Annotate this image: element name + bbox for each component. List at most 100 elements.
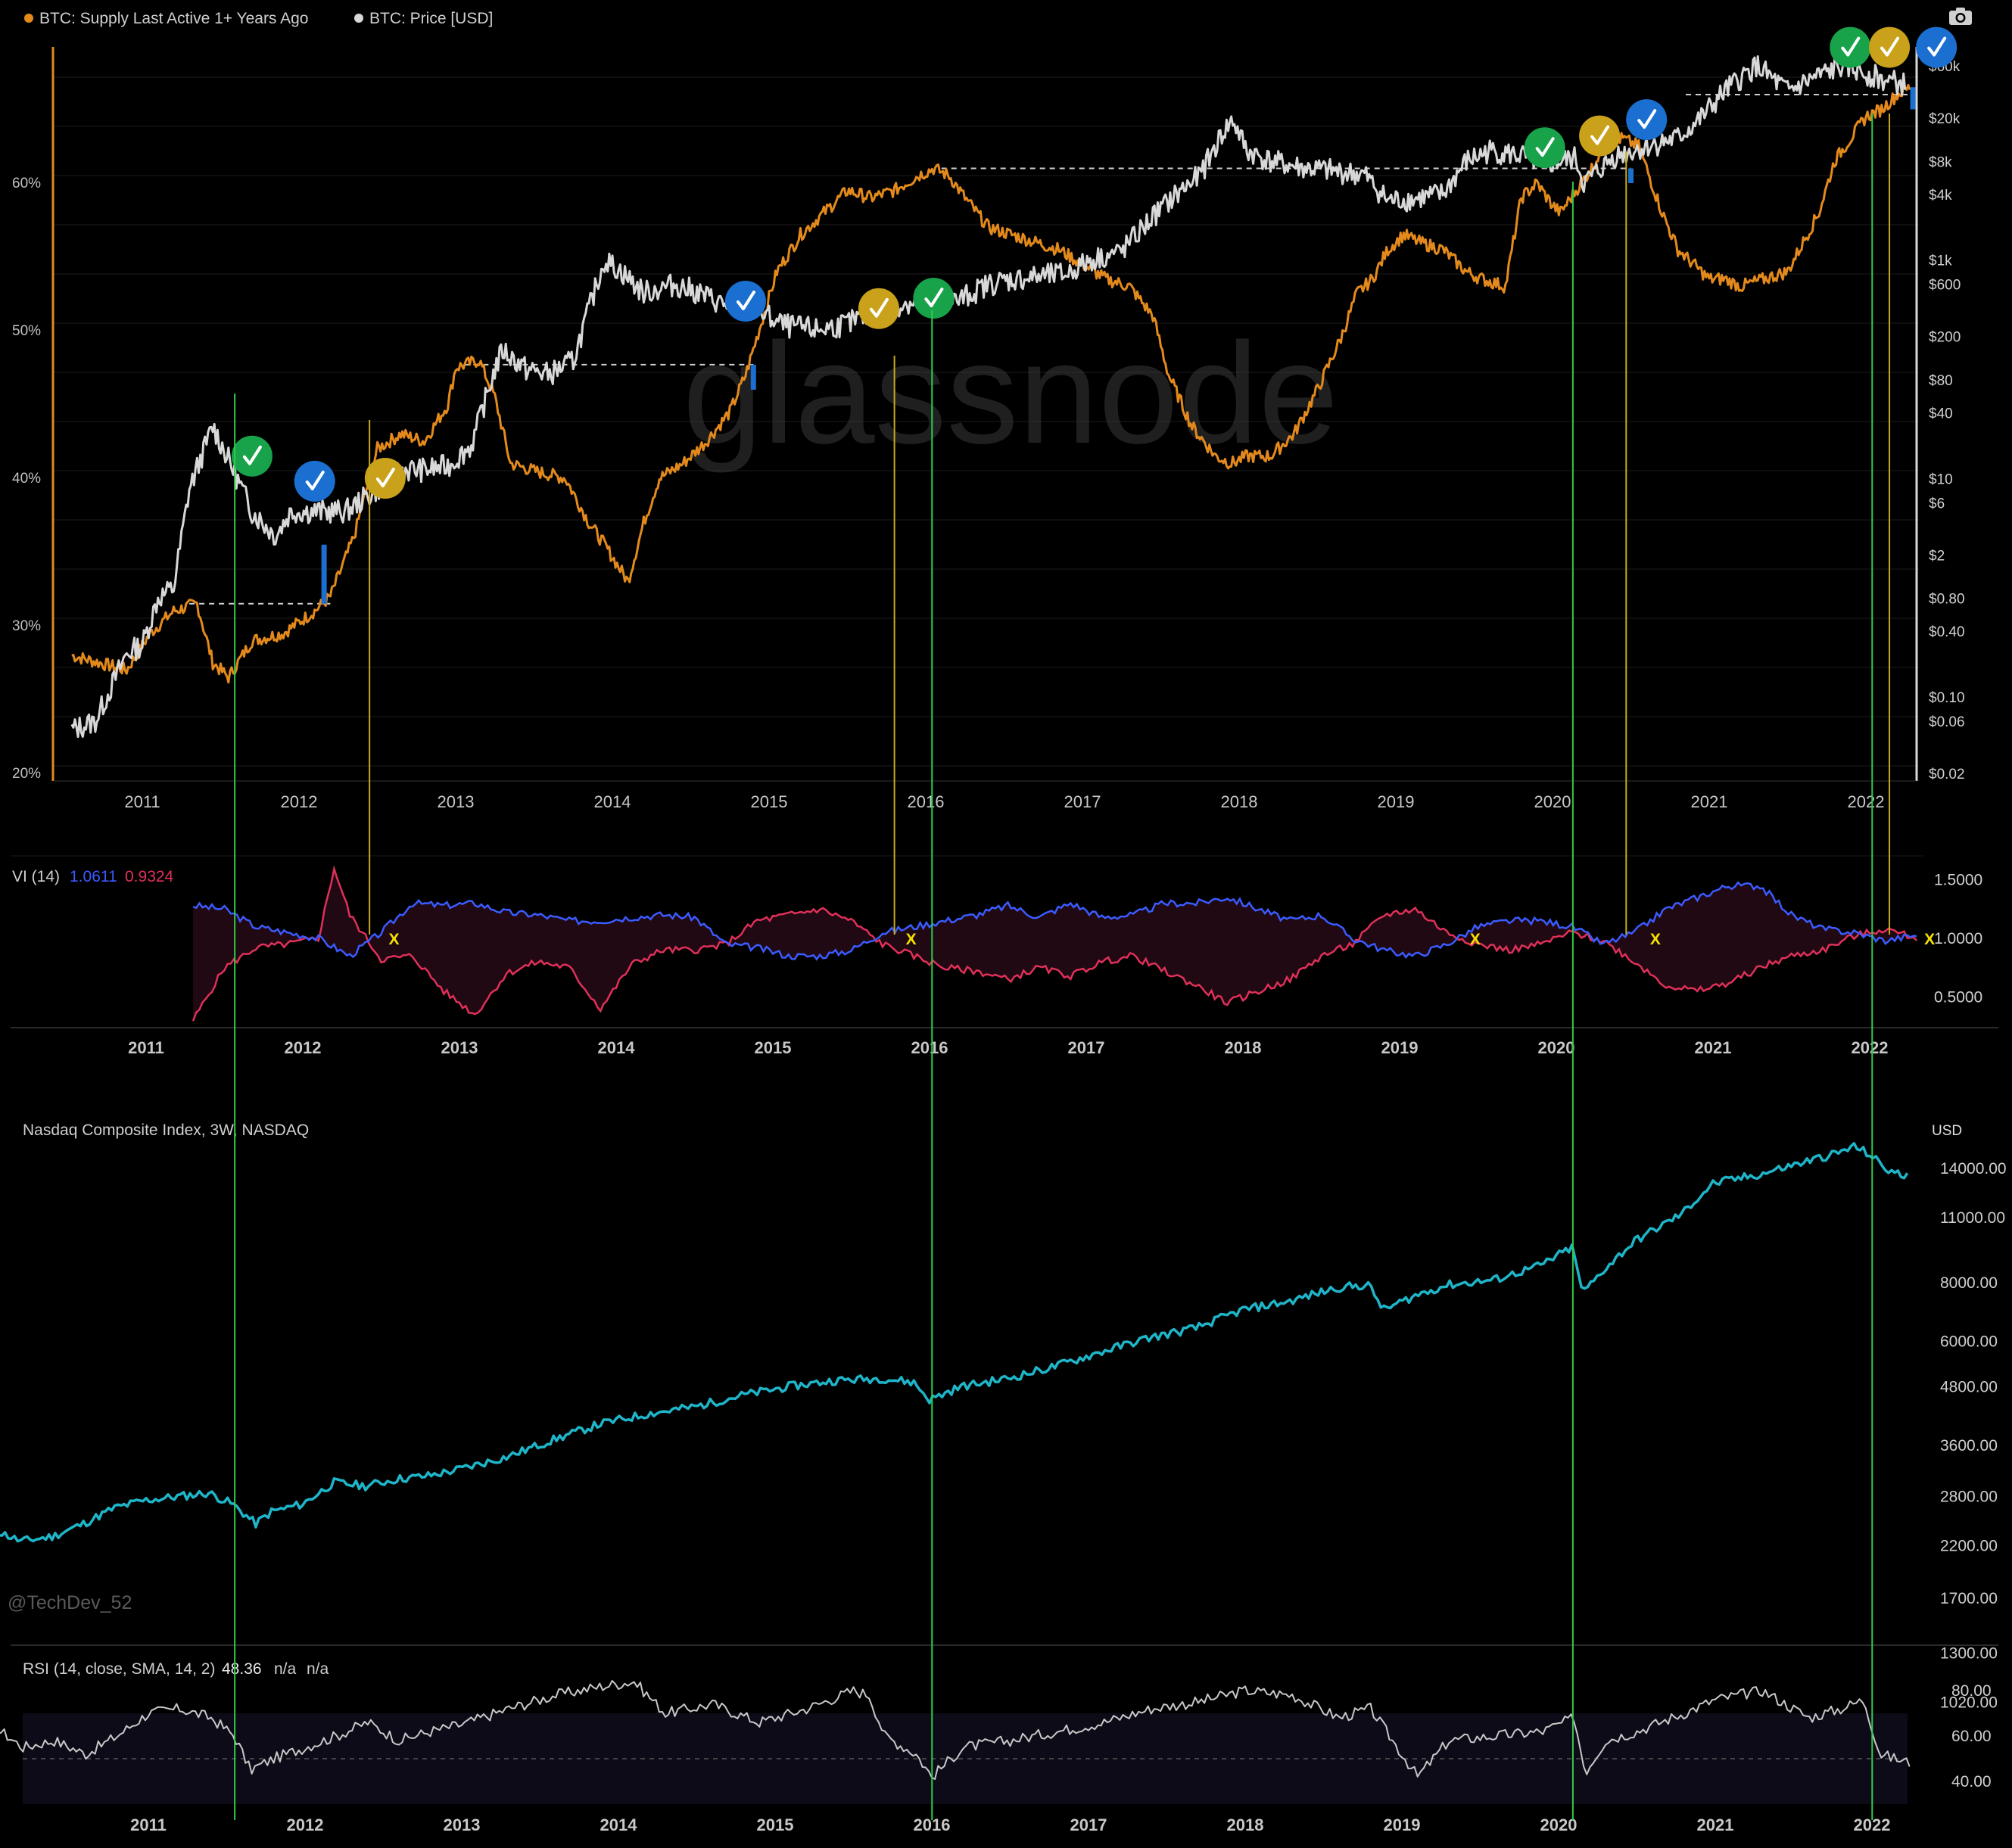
y-left-tick-label: 40% xyxy=(12,471,41,487)
y-left-tick-label: 50% xyxy=(12,323,41,339)
rsi-x-tick-label: 2021 xyxy=(1697,1815,1734,1834)
x-tick-label: 2011 xyxy=(124,792,160,811)
rsi-x-tick-label: 2011 xyxy=(130,1815,167,1834)
series-line-rsi xyxy=(0,1680,1911,1780)
check-marker-circle xyxy=(913,278,955,319)
vi-y-tick-label: 1.5000 xyxy=(1934,872,1982,889)
legend-label-supply[interactable]: BTC: Supply Last Active 1+ Years Ago xyxy=(39,10,308,27)
y-right-tick-label: $40 xyxy=(1929,406,1953,422)
check-icon xyxy=(736,291,755,310)
check-marker-circle xyxy=(1869,26,1911,68)
vi-plus-readout: 1.0611 xyxy=(70,868,117,885)
check-marker-circle xyxy=(1830,26,1871,68)
check-marker-circle xyxy=(294,460,335,502)
y-right-tick-label: $0.40 xyxy=(1929,624,1965,640)
watermark-text: glassnode xyxy=(683,313,1338,474)
check-marker-yellow xyxy=(1869,26,1911,68)
rsi-readout-na: n/a xyxy=(274,1660,297,1678)
check-marker-blue xyxy=(1626,99,1668,141)
vi-x-tick-label: 2021 xyxy=(1695,1038,1732,1057)
rsi-y-tick-label: 80.00 xyxy=(1951,1682,1992,1700)
vi-y-tick-label: 0.5000 xyxy=(1934,989,1982,1006)
check-icon xyxy=(375,468,395,487)
rsi-readout-na: n/a xyxy=(307,1660,329,1678)
series-line-nasdaq xyxy=(0,1142,1909,1543)
rsi-x-tick-label: 2018 xyxy=(1227,1815,1264,1834)
rsi-panel: RSI (14, close, SMA, 14, 2) 48.36 n/a n/a 80… xyxy=(0,1660,1992,1834)
vi-label: VI (14) xyxy=(12,868,60,885)
camera-icon[interactable] xyxy=(1948,6,1973,26)
vi-x-tick-label: 2013 xyxy=(441,1038,478,1057)
signal-vertical-lines xyxy=(234,114,1891,1820)
top-legend: BTC: Supply Last Active 1+ Years Ago BTC… xyxy=(24,10,493,27)
x-tick-label: 2020 xyxy=(1534,792,1571,811)
check-icon xyxy=(1637,109,1657,129)
credit-text: @TechDev_52 xyxy=(8,1592,132,1613)
check-marker-blue xyxy=(724,281,766,322)
vi-x-tick-label: 2015 xyxy=(755,1038,792,1057)
nasdaq-currency-label: USD xyxy=(1932,1123,1962,1139)
nasdaq-y-tick-label: 2200.00 xyxy=(1940,1538,1998,1555)
rsi-x-tick-label: 2014 xyxy=(600,1815,638,1834)
x-tick-label: 2016 xyxy=(908,792,945,811)
main-chart-grid xyxy=(53,76,1919,767)
rsi-y-tick-label: 60.00 xyxy=(1951,1728,1992,1745)
check-marker-green xyxy=(1830,26,1871,68)
rsi-x-tick-label: 2012 xyxy=(287,1815,324,1834)
check-icon xyxy=(305,470,325,490)
y-left-tick-label: 20% xyxy=(12,766,41,782)
y-right-tick-label: $0.02 xyxy=(1929,767,1965,782)
legend-dot-supply xyxy=(24,14,33,23)
vi-x-tick-label: 2012 xyxy=(285,1038,322,1057)
vi-cross-mark: X xyxy=(1924,931,1935,948)
vi-cross-mark: X xyxy=(906,931,917,948)
y-left-tick-label: 60% xyxy=(12,176,41,191)
legend-label-price[interactable]: BTC: Price [USD] xyxy=(369,10,493,27)
rsi-label: RSI (14, close, SMA, 14, 2) xyxy=(23,1660,215,1678)
vi-x-tick-label: 2014 xyxy=(598,1038,636,1057)
x-tick-label: 2019 xyxy=(1378,792,1415,811)
nasdaq-y-tick-label: 11000.00 xyxy=(1940,1209,2005,1227)
check-marker-yellow xyxy=(1579,115,1621,157)
nasdaq-y-tick-label: 14000.00 xyxy=(1940,1160,2007,1178)
check-icon xyxy=(1841,36,1861,57)
y-right-tick-label: $6 xyxy=(1929,496,1945,512)
vi-x-tick-label: 2011 xyxy=(128,1038,164,1057)
x-tick-label: 2015 xyxy=(751,792,788,811)
x-tick-label: 2014 xyxy=(594,792,631,811)
vi-x-tick-label: 2017 xyxy=(1068,1038,1105,1057)
check-marker-circle xyxy=(364,458,406,499)
y-right-tick-label: $1k xyxy=(1929,254,1952,269)
y-right-tick-label: $2 xyxy=(1929,548,1945,564)
check-marker-circle xyxy=(1524,127,1565,169)
vi-x-tick-label: 2019 xyxy=(1381,1038,1419,1057)
check-marker-circle xyxy=(724,281,766,322)
x-tick-label: 2013 xyxy=(438,792,475,811)
check-marker-circle xyxy=(1626,99,1668,141)
nasdaq-panel: Nasdaq Composite Index, 3W, NASDAQ USD 140… xyxy=(0,1122,2007,1712)
main-chart: 20% 30% 40% 50% 60% $0.02 $0.06 $0.10 $0.40 $0.80… xyxy=(12,26,1965,811)
y-right-tick-label: $80 xyxy=(1929,373,1953,389)
x-tick-label: 2021 xyxy=(1691,792,1728,811)
check-icon xyxy=(924,288,944,308)
nasdaq-y-tick-label: 2800.00 xyxy=(1940,1489,1998,1506)
y-right-tick-label: $4k xyxy=(1929,188,1952,204)
series-line-vi-plus xyxy=(192,881,1917,961)
check-icon xyxy=(1880,36,1900,57)
check-marker-blue xyxy=(1916,26,1957,68)
rsi-band xyxy=(23,1713,1908,1804)
y-right-tick-label: $8k xyxy=(1929,154,1952,170)
vi-x-tick-label: 2022 xyxy=(1852,1038,1889,1057)
rsi-y-tick-label: 40.00 xyxy=(1951,1773,1992,1790)
check-marker-yellow xyxy=(364,458,406,499)
check-marker-circle xyxy=(1579,115,1621,157)
check-icon xyxy=(242,445,262,465)
y-right-tick-label: $20k xyxy=(1929,111,1961,127)
x-tick-label: 2017 xyxy=(1064,792,1101,811)
nasdaq-y-tick-label: 8000.00 xyxy=(1940,1274,1998,1292)
y-left-tick-label: 30% xyxy=(12,618,41,634)
x-tick-label: 2012 xyxy=(281,792,318,811)
check-icon xyxy=(1590,125,1610,145)
x-tick-label: 2022 xyxy=(1848,792,1885,811)
y-right-tick-label: $200 xyxy=(1929,330,1961,346)
